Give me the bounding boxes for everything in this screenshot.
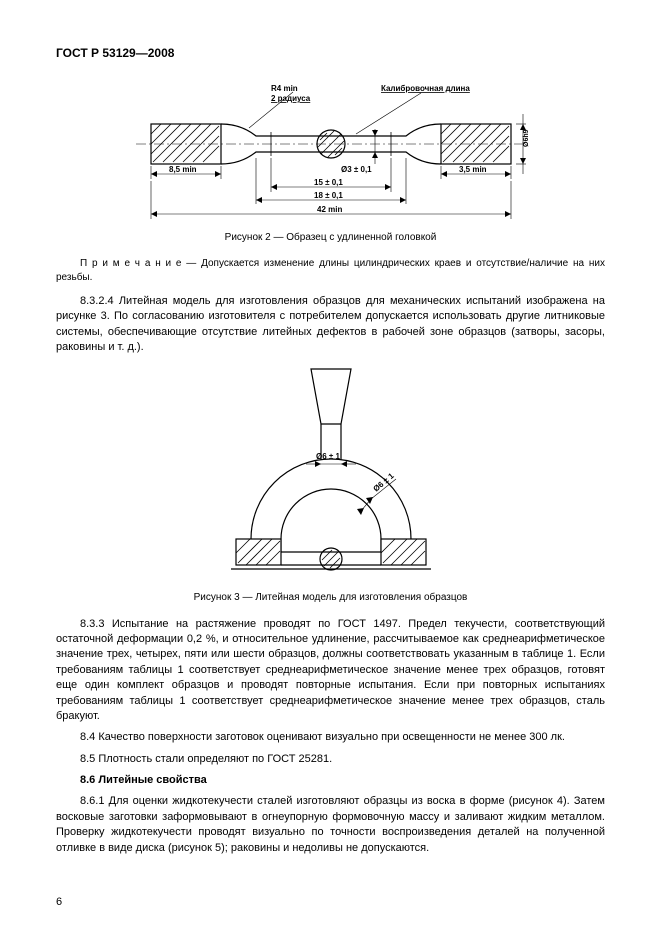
figure-2: R4 min 2 радиуса Калибровочная длина Ø6h…	[56, 74, 605, 224]
fig2-radii: 2 радиуса	[271, 94, 311, 103]
document-header: ГОСТ Р 53129—2008	[56, 46, 605, 60]
fig2-calib: Калибровочная длина	[381, 84, 470, 93]
fig2-r4min: R4 min	[271, 84, 298, 93]
fig2-dim42: 42 min	[317, 205, 342, 214]
para-85: 8.5 Плотность стали определяют по ГОСТ 2…	[56, 752, 605, 767]
figure-2-svg: R4 min 2 радиуса Калибровочная длина Ø6h…	[121, 74, 541, 224]
para-861: 8.6.1 Для оценки жидкотекучести сталей и…	[56, 794, 605, 856]
fig2-d6: Ø6h9	[523, 129, 530, 147]
fig3-d6: Ø6 ± 1	[316, 452, 341, 461]
fig2-dim18: 18 ± 0,1	[314, 191, 343, 200]
figure-3-caption: Рисунок 3 — Литейная модель для изготовл…	[56, 592, 605, 603]
fig2-dim-left: 8,5 min	[169, 165, 197, 174]
para-86: 8.6 Литейные свойства	[56, 773, 605, 788]
figure-2-caption: Рисунок 2 — Образец с удлиненной головко…	[56, 232, 605, 243]
para-84: 8.4 Качество поверхности заготовок оцени…	[56, 730, 605, 745]
fig2-dim-right: 3,5 min	[459, 165, 487, 174]
figure-3-svg: Ø6 ± 1 Ø6 ± 1	[216, 364, 446, 584]
page-number: 6	[56, 896, 62, 908]
para-833: 8.3.3 Испытание на растяжение проводят п…	[56, 617, 605, 725]
fig2-dim15: 15 ± 0,1	[314, 178, 343, 187]
para-8324: 8.3.2.4 Литейная модель для изготовления…	[56, 294, 605, 356]
note-text: П р и м е ч а н и е — Допускается измене…	[56, 257, 605, 284]
figure-3: Ø6 ± 1 Ø6 ± 1	[56, 364, 605, 584]
fig2-d3: Ø3 ± 0,1	[341, 165, 372, 174]
